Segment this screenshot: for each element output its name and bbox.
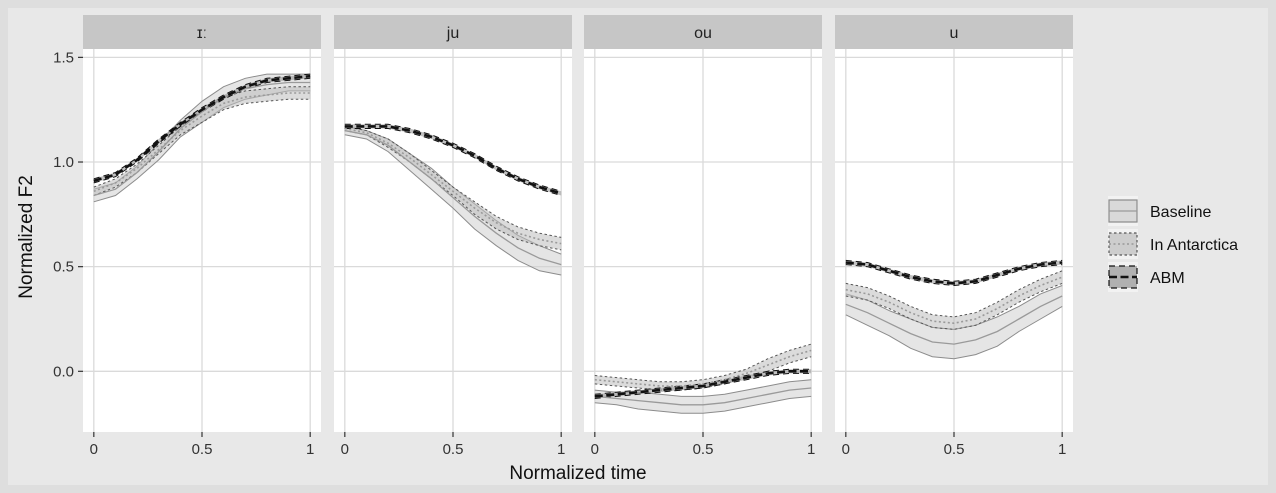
band-edge-upper [344,123,562,192]
legend-label: Baseline [1150,204,1211,221]
band-edge-lower [845,305,1063,360]
band-edge-lower [594,356,812,391]
band-edge-upper [845,259,1063,282]
x-tick-label: 0.5 [192,441,213,458]
confidence-band-baseline [845,285,1063,359]
x-axis-label: Normalized time [509,463,646,484]
band-edge-lower [344,134,562,276]
confidence-band-baseline [344,126,562,276]
legend-key [1108,196,1138,226]
band-edge-lower [594,395,812,414]
y-tick-label: 0.5 [53,259,74,276]
series-line-abm [594,369,812,398]
legend-label: ABM [1150,270,1185,287]
legend-label: In Antarctica [1150,237,1238,254]
band-edge-upper [594,343,812,383]
series-line-in-antarctica [344,127,562,245]
y-tick-label: 0.0 [53,363,74,380]
series-line-abm [845,261,1063,285]
facet-strip [835,15,1073,49]
facet-panel: ɪː 0 0.5 1 [83,15,321,458]
facet-panel: ou 0 0.5 1 [584,15,822,458]
facet-panel: u 0 0.5 1 [835,15,1073,458]
x-tick-label: 1 [557,441,565,458]
series-line-in-antarctica [594,349,812,387]
series-line-baseline [93,81,311,197]
facet-strip-label: ou [694,25,712,42]
facet-strip [584,15,822,49]
x-tick-label: 1 [807,441,815,458]
confidence-band-in-antarctica [845,270,1063,330]
facet-strip [83,15,321,49]
series-line-baseline [344,129,562,266]
facet-strip-label: ɪː [197,25,207,42]
legend-key [1108,262,1138,292]
facet-panel: ju 0 0.5 1 [334,15,572,458]
facet-strip [334,15,572,49]
confidence-band-in-antarctica [344,126,562,250]
legend-key [1108,229,1138,259]
series-line-baseline [845,295,1063,345]
y-tick-label: 1.0 [53,154,74,171]
x-tick-label: 0 [842,441,850,458]
facet-strip-label: ju [446,25,459,42]
x-tick-label: 0 [90,441,98,458]
x-tick-label: 0.5 [443,441,464,458]
series-line-abm [93,74,311,183]
legend: Baseline In Antarctica ABM [1108,196,1238,292]
band-edge-upper [344,125,562,238]
series-line-in-antarctica [845,276,1063,325]
x-tick-label: 0 [591,441,599,458]
series-line-abm [344,125,562,195]
band-edge-lower [344,128,562,196]
x-tick-label: 1 [1058,441,1066,458]
series-line-in-antarctica [93,92,311,193]
y-axis-label: Normalized F2 [16,175,37,299]
facet-strip-label: u [950,25,959,42]
band-edge-upper [93,73,311,180]
band-edge-upper [594,368,812,395]
facet-panels: ɪː 0 0.5 1 ju 0 0.5 1 ou 0 0.5 1 u 0 0.5 1 [83,15,1073,458]
x-tick-label: 0.5 [944,441,965,458]
x-tick-label: 0.5 [693,441,714,458]
x-tick-label: 1 [306,441,314,458]
y-tick-label: 1.5 [53,49,74,66]
band-edge-lower [594,372,812,399]
y-axis: 0.0 0.5 1.0 1.5 [53,49,83,380]
confidence-band-in-antarctica [93,86,311,196]
x-tick-label: 0 [341,441,349,458]
band-edge-upper [93,86,311,188]
band-edge-lower [845,264,1063,287]
series-line-baseline [594,387,812,406]
